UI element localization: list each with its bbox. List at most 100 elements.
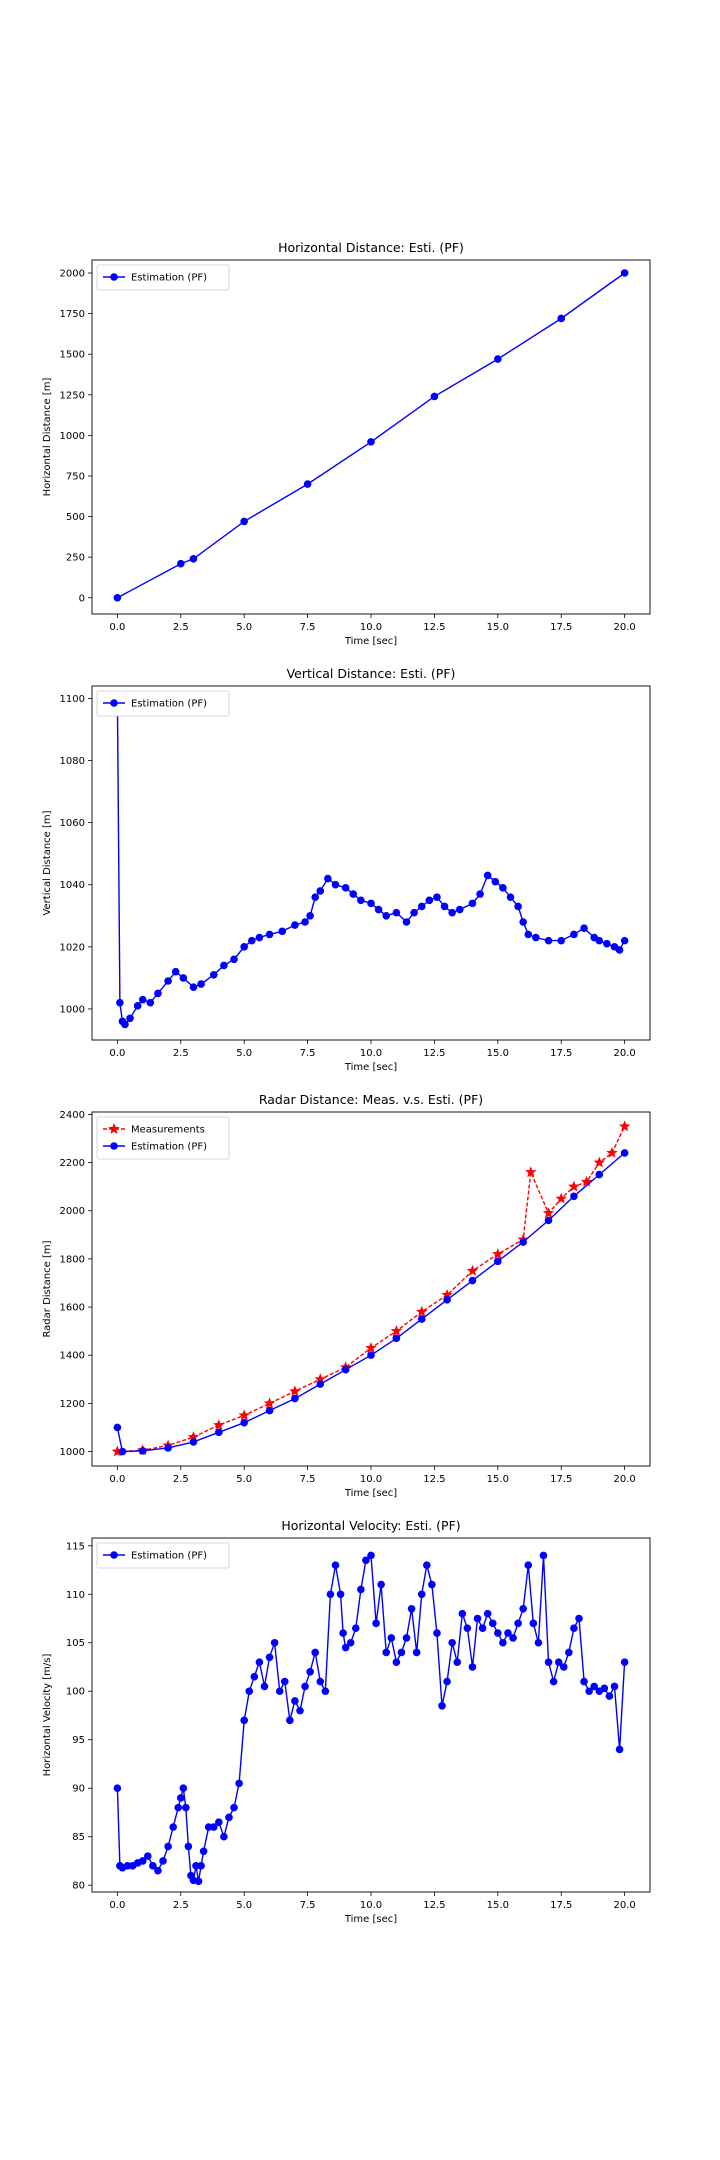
- estimation-pf-point: [615, 946, 624, 954]
- y-tick-label: 1000: [60, 1004, 85, 1015]
- estimation-pf-point: [473, 1614, 482, 1623]
- x-tick-label: 0.0: [109, 1900, 125, 1911]
- estimation-pf-point: [407, 1605, 416, 1613]
- estimation-pf-point: [410, 908, 418, 917]
- plot-data: [113, 269, 629, 602]
- estimation-pf-point: [392, 1334, 401, 1343]
- estimation-pf-point: [357, 1585, 365, 1594]
- estimation-pf-point: [392, 908, 401, 917]
- estimation-pf-point: [544, 936, 553, 945]
- measurements-point: [525, 1166, 537, 1178]
- estimation-pf-point: [230, 955, 238, 964]
- estimation-pf-point: [306, 1668, 314, 1676]
- legend-box: [96, 690, 230, 717]
- x-tick-label: 10.0: [360, 1474, 382, 1485]
- estimation-pf-point: [303, 480, 312, 488]
- estimation-pf-point: [291, 1697, 299, 1705]
- measurements-point: [289, 1385, 301, 1397]
- estimation-pf-point: [278, 927, 287, 936]
- estimation-pf-point: [367, 438, 375, 446]
- estimation-pf-point: [260, 1682, 269, 1691]
- estimation-pf-point: [189, 1438, 198, 1446]
- estimation-pf-point: [491, 877, 500, 886]
- estimation-pf-point: [382, 911, 391, 920]
- estimation-pf-point: [519, 1238, 527, 1246]
- estimation-pf-point: [402, 918, 411, 926]
- estimation-pf-point: [316, 1380, 325, 1388]
- plot-frame: [91, 259, 651, 615]
- estimation-pf-point: [417, 1590, 426, 1599]
- estimation-pf-point: [280, 1677, 289, 1686]
- estimation-pf-point: [544, 1216, 553, 1225]
- estimation-pf-point: [346, 1638, 355, 1647]
- estimation-pf-point: [182, 1803, 190, 1812]
- estimation-pf-point: [275, 1687, 284, 1696]
- estimation-pf-point: [554, 1658, 563, 1666]
- estimation-pf-point: [468, 1276, 477, 1285]
- chart-title: Horizontal Velocity: Esti. (PF): [281, 1518, 460, 1533]
- y-tick-label: 0: [79, 593, 85, 604]
- estimation-pf-point: [176, 1794, 185, 1802]
- estimation-pf-point: [336, 1590, 345, 1599]
- y-axis-label: Horizontal Distance [m]: [42, 378, 53, 497]
- estimation-pf-point: [412, 1648, 421, 1657]
- chart-2: Vertical Distance: Esti. (PF) 0.0 2.5 5.0 7.…: [42, 666, 651, 1073]
- x-axis-label: Time [sec]: [344, 1488, 397, 1499]
- estimation-pf-point: [121, 1020, 129, 1029]
- estimation-pf-point: [326, 1590, 335, 1599]
- measurements-point: [365, 1342, 377, 1353]
- estimation-pf-point: [509, 1634, 517, 1642]
- measurements-point: [580, 1175, 593, 1187]
- estimation-pf-point: [164, 977, 172, 985]
- estimation-pf-point: [126, 1014, 134, 1023]
- estimation-pf-point: [113, 593, 122, 602]
- estimation-pf-point: [433, 1629, 441, 1637]
- estimation-pf-point: [194, 1877, 203, 1886]
- estimation-pf-point: [159, 1857, 167, 1865]
- estimation-pf-point: [529, 1619, 538, 1628]
- chart-1: Horizontal Distance: Esti. (PF) 0.0 2.5 5.0…: [42, 240, 651, 647]
- estimation-pf-point: [311, 1648, 320, 1657]
- estimation-pf-point: [620, 269, 629, 277]
- estimation-pf-point: [433, 893, 441, 901]
- estimation-pf-point: [209, 1823, 218, 1831]
- estimation-pf-point: [189, 554, 198, 563]
- x-tick-label: 0.0: [109, 622, 125, 633]
- estimation-pf-point: [570, 930, 578, 939]
- estimation-pf-point: [316, 1677, 325, 1686]
- estimation-pf-point: [468, 899, 477, 908]
- x-tick-label: 17.5: [550, 1474, 572, 1485]
- estimation-pf-point: [138, 1857, 147, 1865]
- estimation-pf-line: [117, 272, 626, 599]
- estimation-pf-point: [171, 967, 180, 976]
- estimation-pf-point: [506, 893, 515, 901]
- estimation-pf-point: [519, 918, 527, 926]
- estimation-pf-point: [154, 989, 162, 998]
- estimation-pf-point: [575, 1614, 583, 1623]
- estimation-pf-point: [417, 1315, 426, 1323]
- estimation-pf-point: [291, 921, 299, 929]
- legend: Estimation (PF): [96, 690, 230, 717]
- estimation-pf-point: [179, 974, 188, 982]
- estimation-pf-point: [199, 1847, 208, 1856]
- legend-box: [96, 1542, 230, 1569]
- estimation-pf-point: [245, 1687, 254, 1696]
- estimation-pf-point: [301, 918, 309, 926]
- estimation-pf-point: [184, 1842, 193, 1851]
- estimation-pf-point: [240, 943, 248, 951]
- estimation-pf-point: [440, 902, 449, 911]
- x-tick-label: 17.5: [550, 1048, 572, 1059]
- estimation-pf-point: [240, 517, 248, 526]
- estimation-pf-point: [455, 905, 464, 914]
- estimation-pf-point: [197, 1862, 205, 1870]
- estimation-pf-point: [164, 1842, 172, 1851]
- legend: Estimation (PF): [96, 1542, 230, 1569]
- estimation-pf-point: [179, 1784, 188, 1793]
- estimation-pf-point: [189, 983, 198, 992]
- measurements-point: [568, 1180, 580, 1192]
- estimation-pf-point: [499, 1638, 507, 1647]
- y-tick-label: 250: [66, 553, 85, 564]
- estimation-pf-point: [600, 1684, 609, 1693]
- estimation-pf-point: [367, 1551, 375, 1560]
- estimation-pf-point: [402, 1634, 411, 1642]
